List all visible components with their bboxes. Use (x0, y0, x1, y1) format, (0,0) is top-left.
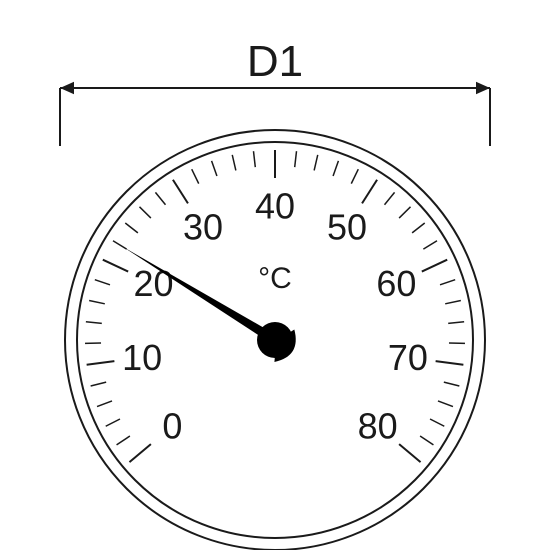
scale-label: 50 (327, 207, 367, 248)
scale-label: 70 (388, 337, 428, 378)
scale-label: 10 (122, 337, 162, 378)
scale-label: 40 (255, 186, 295, 227)
scale-label: 30 (183, 207, 223, 248)
dim-arrow-left (60, 82, 74, 95)
scale-label: 20 (134, 263, 174, 304)
gauge-hub (257, 322, 293, 358)
scale-label: 60 (376, 263, 416, 304)
gauge-unit: °C (258, 262, 292, 295)
scale-label: 80 (358, 406, 398, 447)
dim-label: D1 (247, 37, 303, 86)
scale-label: 0 (162, 406, 182, 447)
gauge: 010 2030 40 5060 70 80 °C (65, 130, 485, 550)
dim-arrow-right (476, 82, 490, 95)
